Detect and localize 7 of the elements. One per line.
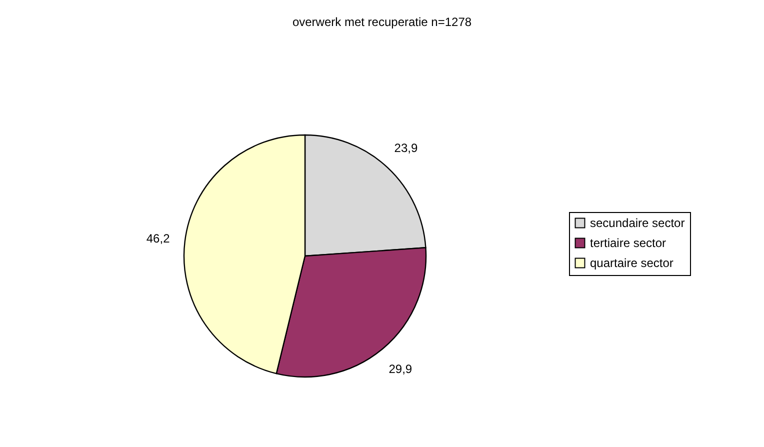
legend-label: secundaire sector	[590, 216, 685, 230]
legend-label: tertiaire sector	[590, 236, 666, 250]
data-label: 23,9	[394, 140, 418, 155]
chart-title: overwerk met recuperatie n=1278	[292, 15, 472, 29]
legend-label: quartaire sector	[590, 256, 674, 270]
data-label: 46,2	[146, 231, 170, 246]
data-label: 29,9	[388, 362, 412, 376]
